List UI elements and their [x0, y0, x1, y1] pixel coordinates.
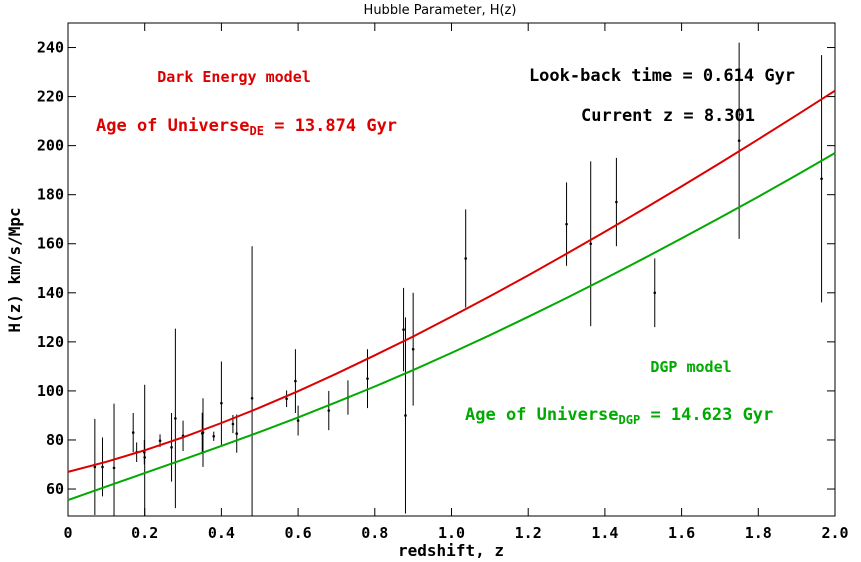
- data-point: [220, 361, 223, 445]
- x-tick-label: 0.8: [361, 524, 388, 542]
- data-point-marker: [93, 465, 97, 469]
- data-point-marker: [615, 200, 618, 204]
- x-tick-label: 1.0: [438, 524, 465, 542]
- data-point-marker: [201, 431, 205, 434]
- data-point: [101, 437, 104, 497]
- model-curves: [67, 89, 836, 502]
- dgp-age-text: Age of UniverseDGP = 14.623 Gyr: [465, 405, 773, 427]
- data-point-marker: [737, 139, 741, 143]
- data-point-marker: [250, 396, 254, 400]
- data-point: [235, 414, 239, 453]
- data-point-marker: [170, 446, 173, 449]
- data-point: [174, 328, 177, 509]
- data-point: [250, 246, 254, 516]
- data-point: [327, 390, 331, 431]
- data-point-marker: [464, 257, 467, 260]
- data-point: [402, 287, 405, 372]
- data-point: [201, 398, 205, 467]
- data-point-marker: [220, 401, 223, 405]
- data-point: [170, 412, 173, 482]
- data-point-marker: [327, 409, 331, 412]
- data-point-marker: [158, 439, 162, 443]
- x-tick-label: 0.4: [208, 524, 235, 542]
- data-point-marker: [235, 432, 239, 435]
- y-axis-label: H(z) km/s/Mpc: [5, 207, 24, 332]
- data-point-marker: [366, 377, 369, 380]
- y-tick-label: 100: [37, 382, 64, 400]
- data-point: [93, 418, 97, 516]
- x-tick-label: 0.6: [285, 524, 312, 542]
- y-axis-ticks: 60 80 100 120 140 160 180 200 220 240: [37, 39, 835, 498]
- dgp-age-label: Age of Universe: [465, 405, 619, 425]
- data-point: [296, 405, 300, 436]
- y-tick-label: 60: [46, 480, 64, 498]
- x-tick-label: 1.8: [745, 524, 772, 542]
- dgp-age-subscript: DGP: [619, 413, 641, 427]
- data-point-marker: [212, 434, 216, 438]
- data-point: [411, 292, 415, 406]
- data-point-marker: [101, 465, 104, 469]
- data-point: [404, 317, 407, 514]
- lookback-time-label: Look-back time = 0.614 Gyr: [529, 66, 795, 86]
- dgp-curve: [67, 152, 836, 502]
- y-tick-label: 200: [37, 137, 64, 155]
- y-tick-label: 120: [37, 333, 64, 351]
- data-point-marker: [296, 419, 300, 422]
- y-tick-label: 140: [37, 284, 64, 302]
- y-tick-label: 180: [37, 186, 64, 204]
- x-tick-label: 2.0: [821, 524, 848, 542]
- data-point: [294, 349, 297, 413]
- data-point-marker: [294, 379, 297, 383]
- data-point-marker: [404, 414, 407, 417]
- data-point-marker: [112, 466, 116, 470]
- data-point-marker: [820, 177, 823, 181]
- data-point: [464, 209, 467, 308]
- data-point-marker: [653, 291, 657, 295]
- y-tick-label: 80: [46, 431, 64, 449]
- data-point: [565, 182, 568, 266]
- de-age-label: Age of Universe: [96, 116, 250, 136]
- data-point: [589, 161, 593, 327]
- chart-title: Hubble Parameter, H(z): [364, 3, 517, 18]
- data-point-marker: [411, 347, 415, 351]
- x-axis-ticks: 0 0.2 0.4 0.6 0.8 1.0 1.2 1.4 1.6 1.8 2.0: [63, 23, 849, 542]
- data-point-marker: [285, 397, 288, 401]
- data-point-marker: [589, 242, 593, 246]
- dgp-model-label: DGP model: [650, 358, 731, 376]
- data-point-marker: [143, 456, 146, 459]
- data-point: [285, 390, 288, 408]
- data-point-marker: [402, 328, 405, 331]
- dark-energy-curve: [67, 89, 836, 473]
- data-point-marker: [174, 417, 177, 420]
- de-age-text: Age of UniverseDE = 13.874 Gyr: [96, 116, 397, 138]
- data-point: [653, 258, 657, 328]
- x-tick-label: 0: [63, 524, 72, 542]
- x-tick-label: 1.2: [515, 524, 542, 542]
- data-point: [820, 55, 823, 303]
- data-point-marker: [131, 431, 135, 434]
- x-axis-label: redshift, z: [398, 541, 504, 560]
- data-point-marker: [231, 422, 235, 426]
- de-age-value: = 13.874 Gyr: [264, 116, 397, 136]
- data-point: [212, 431, 216, 441]
- plot-area: 0 0.2 0.4 0.6 0.8 1.0 1.2 1.4 1.6 1.8 2.0 60 80 100 1…: [37, 22, 849, 542]
- x-tick-label: 0.2: [131, 524, 158, 542]
- data-point-marker: [565, 222, 568, 226]
- dgp-age-value: = 14.623 Gyr: [640, 405, 773, 425]
- de-model-label: Dark Energy model: [157, 68, 311, 86]
- current-z-label: Current z = 8.301: [581, 106, 755, 126]
- y-tick-label: 240: [37, 39, 64, 57]
- data-point: [615, 157, 618, 247]
- y-tick-label: 220: [37, 88, 64, 106]
- y-tick-label: 160: [37, 235, 64, 253]
- x-tick-label: 1.4: [591, 524, 618, 542]
- de-age-subscript: DE: [250, 124, 264, 138]
- data-point: [131, 412, 135, 453]
- x-tick-label: 1.6: [668, 524, 695, 542]
